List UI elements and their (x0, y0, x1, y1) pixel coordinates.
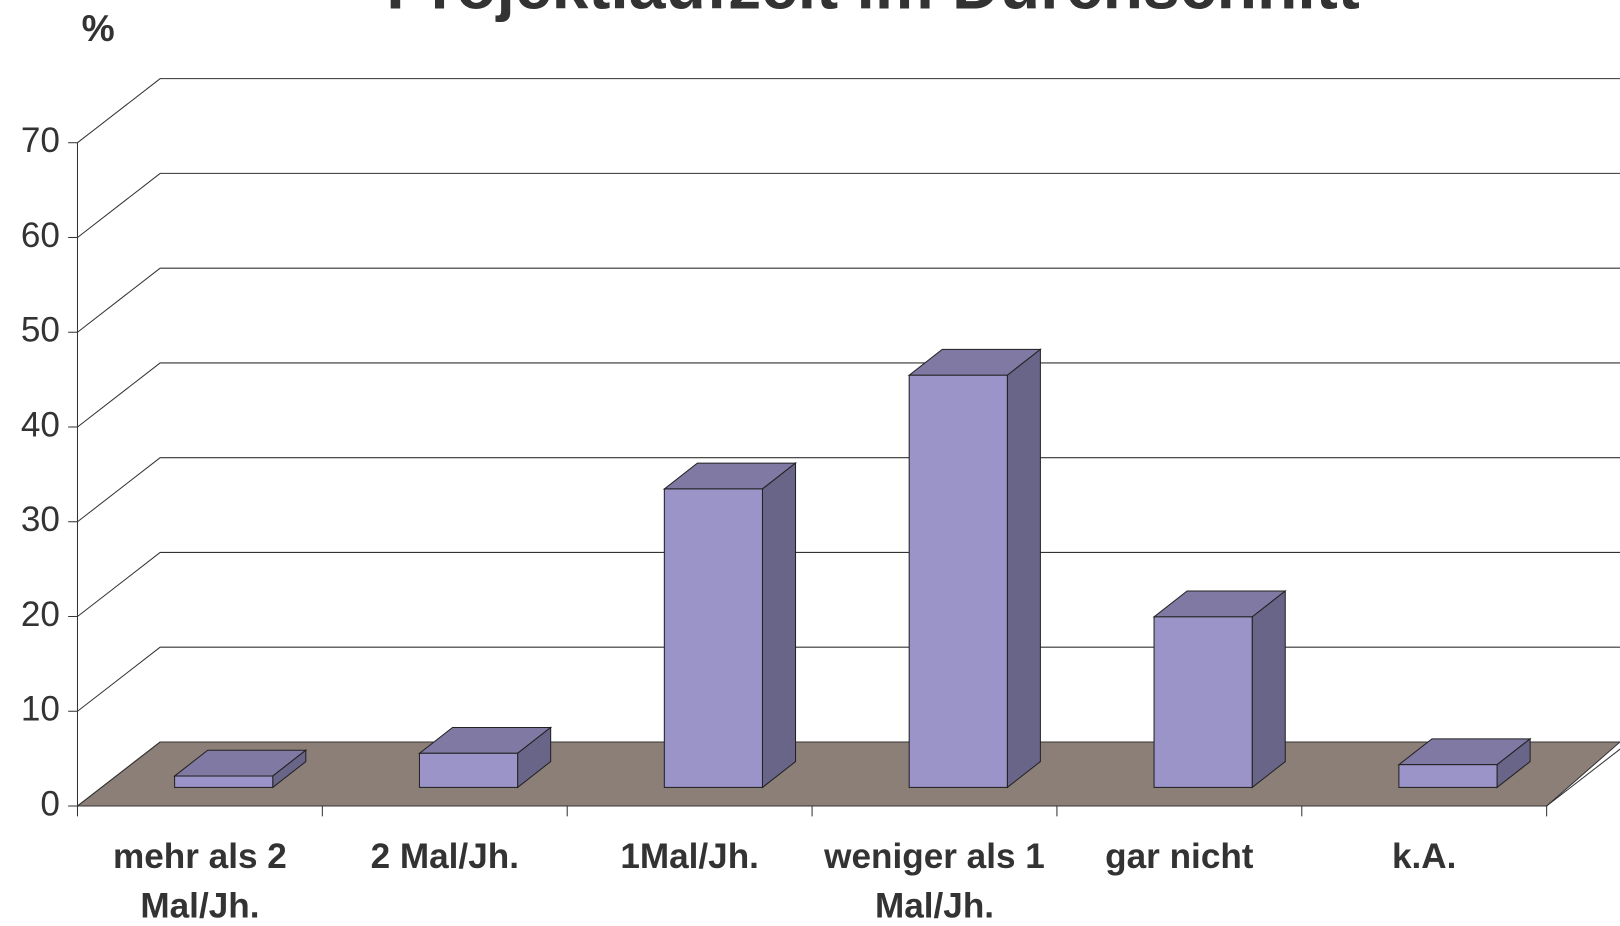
bar (664, 489, 762, 787)
y-axis-label: % (82, 7, 115, 49)
floor (77, 742, 1620, 806)
chart-title: Projektlaufzeit im Durchschnitt (386, 0, 1359, 23)
x-label-box: weniger als 1 Mal/Jh. (817, 832, 1052, 926)
x-tick-label: 1Mal/Jh. (572, 832, 807, 882)
y-tick-label: 0 (40, 784, 60, 823)
grid-line (77, 173, 1620, 237)
x-label-box: mehr als 2 Mal/Jh. (83, 832, 318, 926)
bar (909, 375, 1007, 787)
y-tick-label: 20 (21, 595, 60, 634)
y-tick-label: 30 (21, 500, 60, 539)
x-label-box: 1Mal/Jh. (572, 832, 807, 926)
bar (1399, 765, 1497, 788)
x-tick-label: k.A. (1307, 832, 1542, 882)
x-label-box: k.A. (1307, 832, 1542, 926)
grid-line (77, 647, 1620, 711)
bar (1154, 617, 1252, 788)
x-label-box: gar nicht (1062, 832, 1297, 926)
x-tick-label: mehr als 2 Mal/Jh. (83, 832, 318, 926)
bar-side (1252, 591, 1285, 787)
chart: Projektlaufzeit im Durchschnitt % 0 10 20 3… (0, 0, 1620, 926)
bar (175, 776, 273, 787)
grid-line (77, 458, 1620, 522)
y-tick-label: 40 (21, 405, 60, 444)
bar-side (762, 463, 795, 787)
y-tick-label: 70 (21, 121, 60, 160)
grid-line (77, 268, 1620, 332)
page: Projektlaufzeit im Durchschnitt % 0 10 20 3… (0, 0, 1620, 926)
y-tick-label: 10 (21, 690, 60, 729)
x-tick-label: 2 Mal/Jh. (328, 832, 563, 882)
grid-line (77, 552, 1620, 616)
y-tick-label: 50 (21, 311, 60, 350)
grid-line (77, 363, 1620, 427)
grid-line (77, 79, 1620, 143)
x-tick-label: weniger als 1 Mal/Jh. (817, 832, 1052, 926)
bar (419, 753, 517, 787)
x-label-box: 2 Mal/Jh. (328, 832, 563, 926)
y-tick-label: 60 (21, 216, 60, 255)
x-tick-label: gar nicht (1062, 832, 1297, 882)
bar-side (1007, 349, 1040, 787)
